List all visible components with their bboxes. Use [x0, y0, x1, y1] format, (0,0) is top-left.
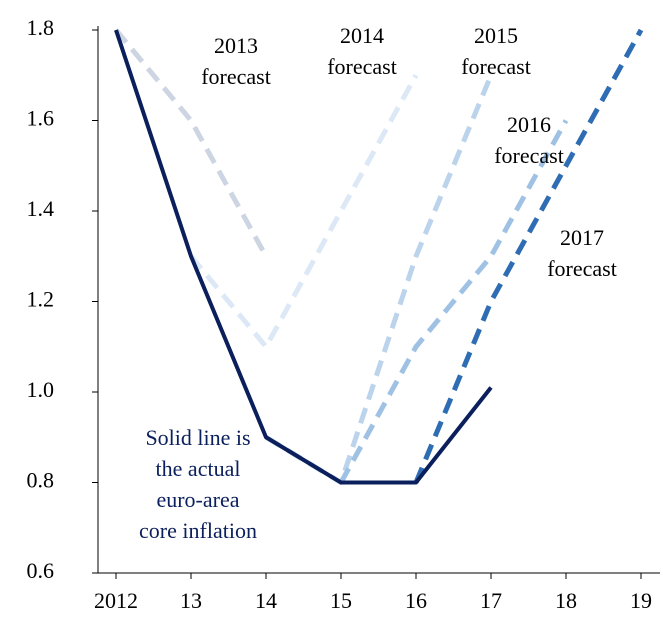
forecast-line	[338, 119, 569, 484]
forecast-line	[114, 28, 269, 258]
forecast-line	[413, 28, 644, 484]
annotation: euro-area	[156, 487, 239, 512]
forecast-line	[189, 74, 419, 350]
y-tick-label: 1.8	[27, 15, 55, 40]
y-tick-label: 1.0	[27, 377, 55, 402]
series-label: forecast	[494, 143, 564, 168]
series-label: 2014	[340, 23, 384, 48]
x-tick-label: 2012	[94, 588, 138, 613]
series-label: 2017	[560, 225, 604, 250]
y-tick-label: 0.6	[27, 558, 55, 583]
x-tick-label: 13	[180, 588, 202, 613]
series-label: forecast	[201, 64, 271, 89]
x-tick-label: 17	[480, 588, 502, 613]
annotation: the actual	[156, 456, 241, 481]
x-tick-label: 18	[555, 588, 577, 613]
series-label: 2013	[214, 33, 258, 58]
y-tick-label: 1.4	[27, 196, 55, 221]
x-tick-label: 19	[630, 588, 652, 613]
annotation: core inflation	[139, 518, 257, 543]
x-tick-label: 15	[330, 588, 352, 613]
x-tick-label: 14	[255, 588, 277, 613]
annotation: Solid line is	[145, 425, 250, 450]
series-label: forecast	[327, 54, 397, 79]
y-tick-label: 0.8	[27, 468, 55, 493]
series-label: 2015	[474, 23, 518, 48]
y-tick-label: 1.2	[27, 287, 55, 312]
x-tick-label: 16	[405, 588, 427, 613]
actual-line	[114, 29, 493, 485]
series-label: 2016	[507, 112, 551, 137]
y-tick-label: 1.6	[27, 106, 55, 131]
series-label: forecast	[547, 256, 617, 281]
series-label: forecast	[461, 54, 531, 79]
forecast-line	[264, 74, 494, 485]
